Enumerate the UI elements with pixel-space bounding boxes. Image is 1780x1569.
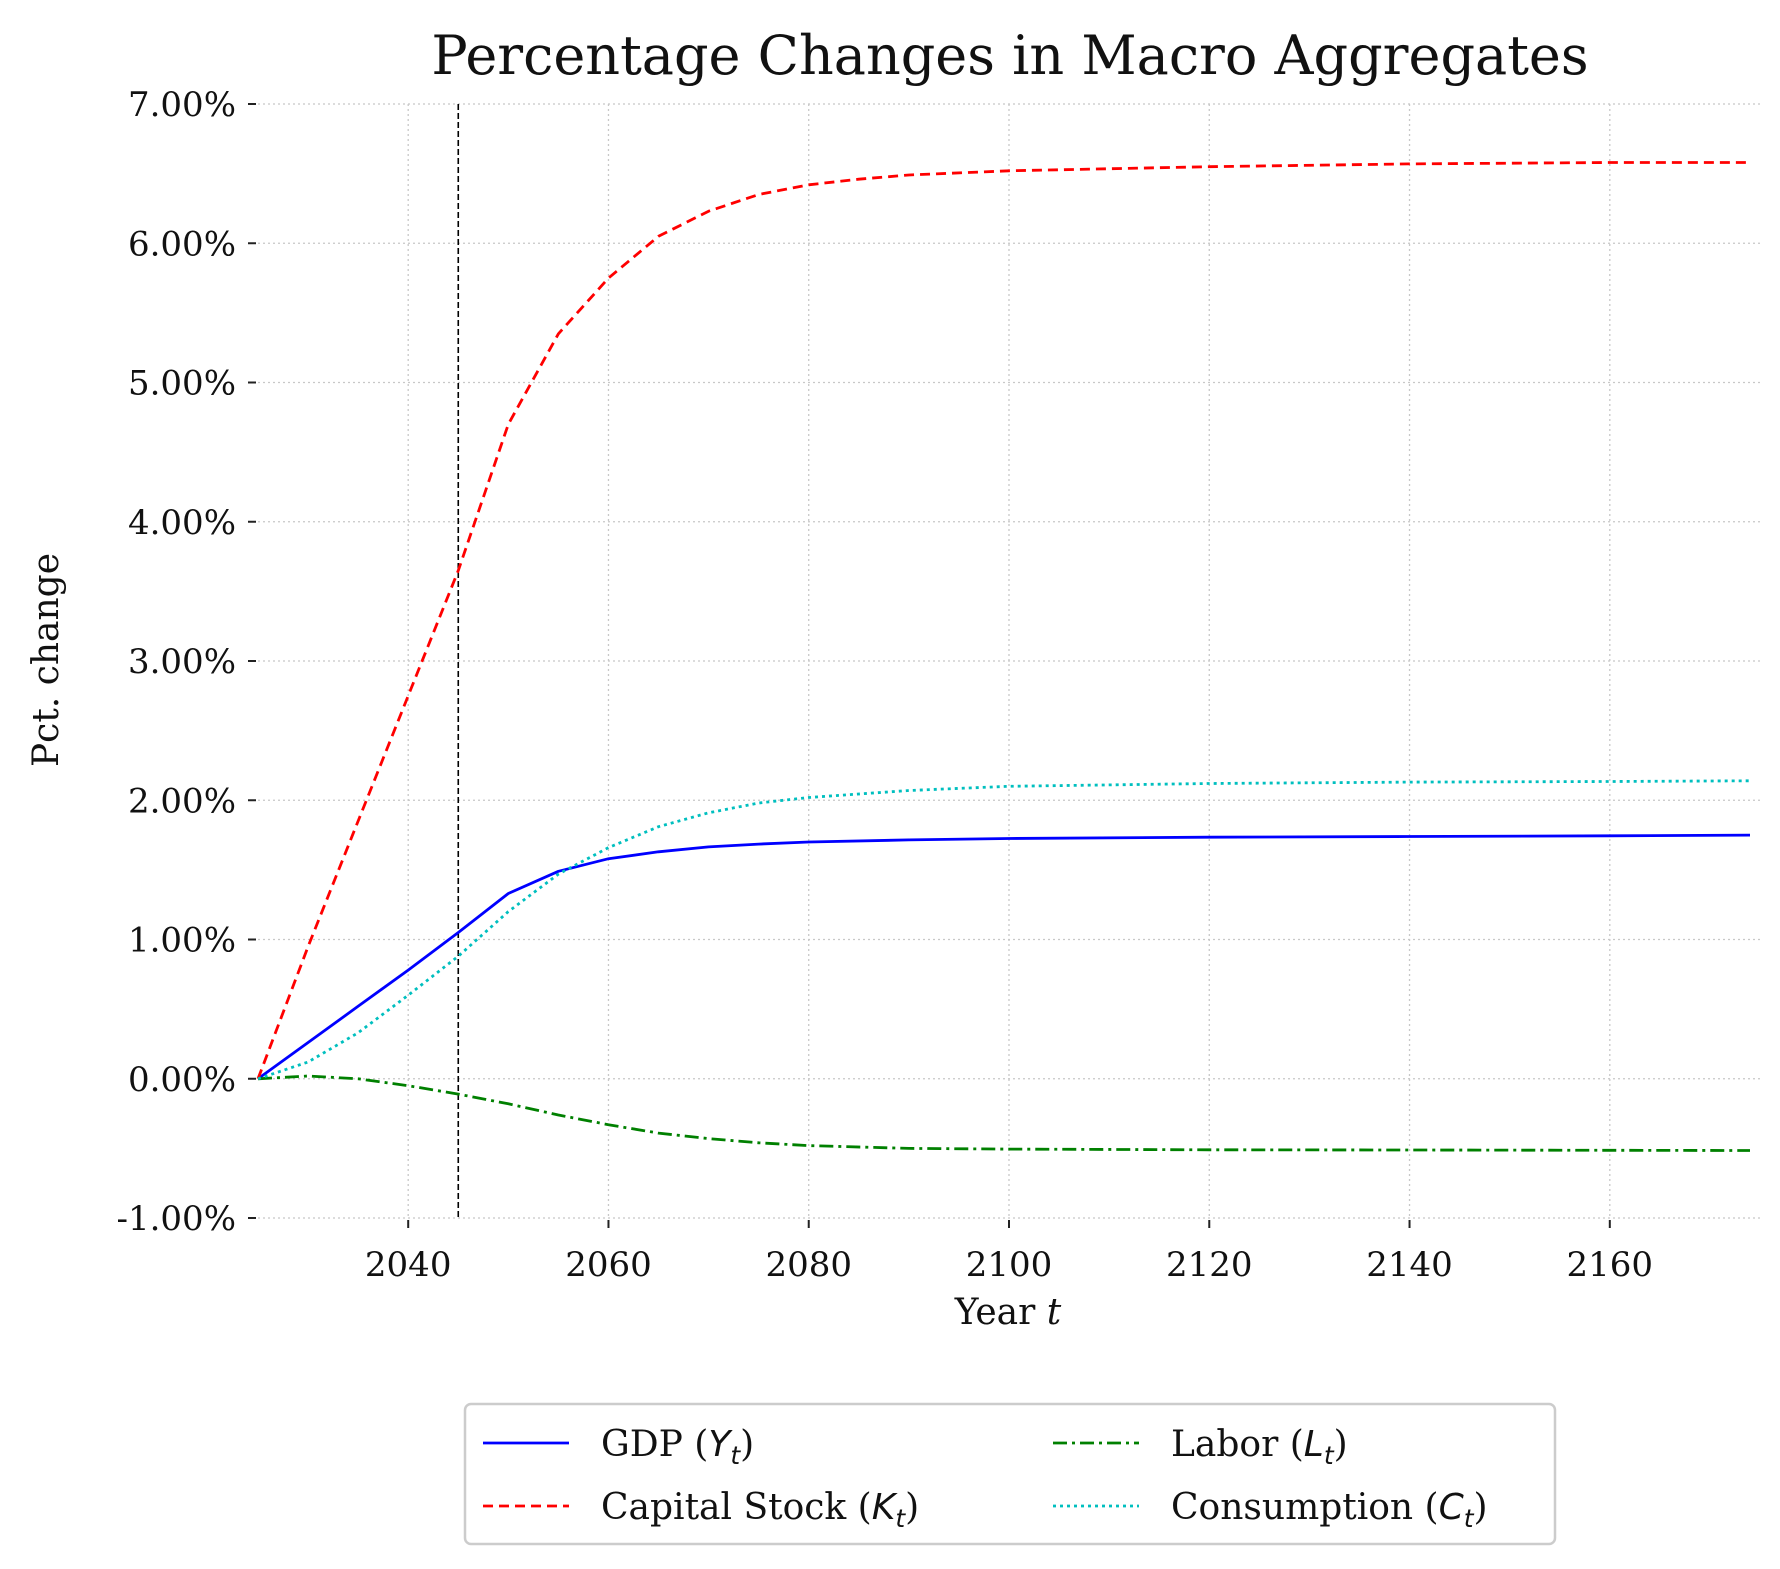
y-tick-label: 7.00% — [128, 85, 236, 125]
y-axis: -1.00% 0.00% 1.00% 2.00% 3.00% 4.00% 5.00% 6.00… — [117, 85, 256, 1239]
y-tick-label: 3.00% — [128, 642, 236, 682]
y-tick-label: 4.00% — [128, 503, 236, 543]
legend: GDP (Yt) Capital Stock (Kt) Labor (Lt) Cons… — [463, 1402, 1557, 1546]
legend-label: Capital Stock (Kt) — [601, 1487, 919, 1533]
grid — [258, 103, 1760, 1219]
series-line-consumption — [257, 779, 1751, 1081]
x-axis-label: Year t — [954, 1292, 1062, 1333]
series-line-labor — [257, 1074, 1751, 1152]
x-tick-label: 2060 — [565, 1245, 652, 1285]
chart-title: Percentage Changes in Macro Aggregates — [431, 24, 1588, 87]
y-tick-label: 0.00% — [128, 1060, 236, 1100]
x-axis: 2040 2060 2080 2100 2120 2140 2160 — [365, 1220, 1653, 1285]
x-axis-label-var: t — [1047, 1292, 1062, 1333]
legend-item-labor: Labor (Lt) — [1053, 1424, 1348, 1470]
series-line-gdp — [257, 833, 1751, 1080]
legend-item-consumption: Consumption (Ct) — [1053, 1487, 1488, 1533]
series-layer — [256, 161, 1751, 1152]
legend-frame — [463, 1402, 1557, 1546]
y-axis-label: Pct. change — [26, 553, 67, 767]
x-tick-label: 2080 — [765, 1245, 852, 1285]
legend-label: GDP (Yt) — [601, 1424, 754, 1470]
series-line-capital-stock — [256, 161, 1750, 1080]
y-tick-label: -1.00% — [117, 1199, 237, 1239]
x-tick-label: 2140 — [1366, 1245, 1453, 1285]
legend-label: Consumption (Ct) — [1171, 1487, 1488, 1533]
legend-label: Labor (Lt) — [1171, 1424, 1348, 1470]
legend-item-gdp: GDP (Yt) — [483, 1424, 754, 1470]
y-tick-label: 1.00% — [128, 921, 236, 961]
x-tick-label: 2100 — [966, 1245, 1053, 1285]
y-tick-label: 5.00% — [128, 364, 236, 404]
x-axis-label-text: Year — [954, 1292, 1036, 1333]
y-tick-label: 2.00% — [128, 781, 236, 821]
x-tick-label: 2120 — [1166, 1245, 1253, 1285]
x-tick-label: 2160 — [1567, 1245, 1654, 1285]
y-tick-label: 6.00% — [128, 224, 236, 264]
x-tick-label: 2040 — [365, 1245, 452, 1285]
legend-item-capital-stock: Capital Stock (Kt) — [483, 1487, 919, 1533]
